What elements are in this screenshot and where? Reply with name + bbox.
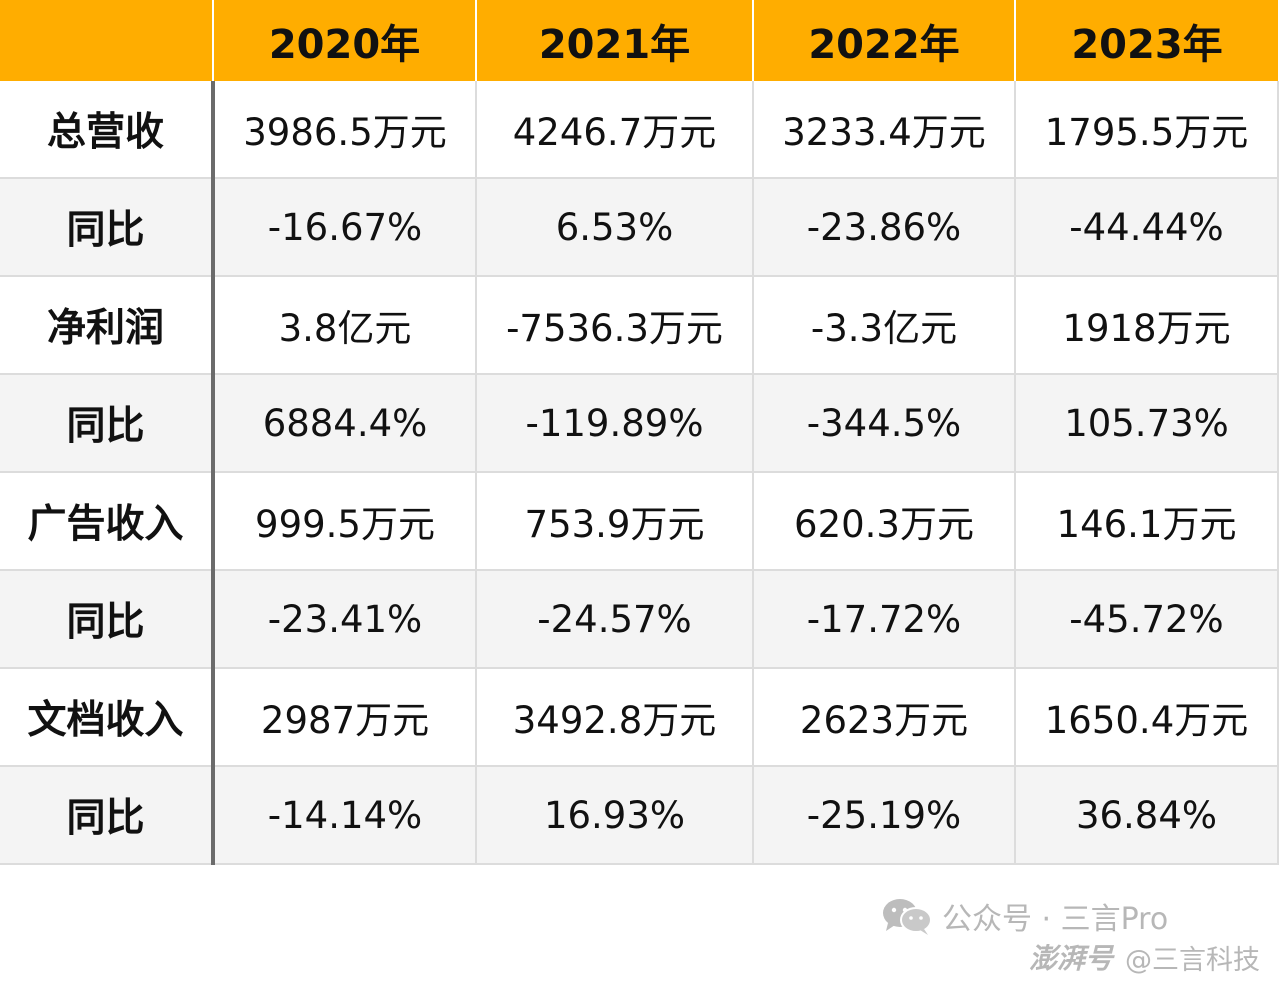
watermark-line-wechat: 公众号 · 三言Pro bbox=[880, 896, 1169, 937]
header-year-2021: 2021年 bbox=[476, 0, 754, 81]
table-cell: -119.89% bbox=[476, 374, 754, 473]
header-year-2020: 2020年 bbox=[213, 0, 477, 81]
financial-table-container: 2020年 2021年 2022年 2023年 总营收 3986.5万元 424… bbox=[0, 0, 1279, 865]
watermark-account-text: @三言科技 bbox=[1125, 944, 1260, 976]
table-row: 同比 -14.14% 16.93% -25.19% 36.84% bbox=[0, 766, 1279, 865]
table-row: 同比 -23.41% -24.57% -17.72% -45.72% bbox=[0, 570, 1279, 669]
financial-table: 2020年 2021年 2022年 2023年 总营收 3986.5万元 424… bbox=[0, 0, 1279, 865]
table-cell: 3.8亿元 bbox=[213, 276, 477, 375]
table-body: 总营收 3986.5万元 4246.7万元 3233.4万元 1795.5万元 … bbox=[0, 81, 1279, 865]
watermark-line-thepaper: 澎湃号 @三言科技 bbox=[1028, 940, 1260, 976]
table-cell: 6.53% bbox=[476, 178, 754, 277]
table-cell: -23.86% bbox=[753, 178, 1016, 277]
row-label-ad-revenue: 广告收入 bbox=[0, 472, 215, 571]
table-row: 同比 -16.67% 6.53% -23.86% -44.44% bbox=[0, 178, 1279, 277]
table-cell: 1795.5万元 bbox=[1015, 81, 1279, 179]
row-label-total-revenue: 总营收 bbox=[0, 81, 215, 179]
row-label-document-revenue: 文档收入 bbox=[0, 668, 215, 767]
table-cell: 36.84% bbox=[1015, 766, 1279, 865]
header-corner-cell bbox=[0, 0, 214, 81]
table-cell: 146.1万元 bbox=[1015, 472, 1279, 571]
table-cell: -16.67% bbox=[213, 178, 477, 277]
table-cell: -3.3亿元 bbox=[753, 276, 1016, 375]
row-label-yoy: 同比 bbox=[0, 570, 215, 669]
row-label-net-profit: 净利润 bbox=[0, 276, 215, 375]
row-label-yoy: 同比 bbox=[0, 178, 215, 277]
table-cell: 2623万元 bbox=[753, 668, 1016, 767]
table-row: 总营收 3986.5万元 4246.7万元 3233.4万元 1795.5万元 bbox=[0, 81, 1279, 179]
table-cell: -344.5% bbox=[753, 374, 1016, 473]
table-header: 2020年 2021年 2022年 2023年 bbox=[0, 0, 1278, 81]
table-cell: -25.19% bbox=[753, 766, 1016, 865]
table-cell: 3986.5万元 bbox=[213, 81, 477, 179]
table-row: 广告收入 999.5万元 753.9万元 620.3万元 146.1万元 bbox=[0, 472, 1279, 571]
row-label-yoy: 同比 bbox=[0, 766, 215, 865]
table-row: 文档收入 2987万元 3492.8万元 2623万元 1650.4万元 bbox=[0, 668, 1279, 767]
thepaper-logo: 澎湃号 bbox=[1028, 942, 1113, 975]
table-cell: 620.3万元 bbox=[753, 472, 1016, 571]
table-cell: 1650.4万元 bbox=[1015, 668, 1279, 767]
table-cell: 753.9万元 bbox=[476, 472, 754, 571]
table-cell: -23.41% bbox=[213, 570, 477, 669]
wechat-icon bbox=[880, 896, 934, 936]
table-row: 净利润 3.8亿元 -7536.3万元 -3.3亿元 1918万元 bbox=[0, 276, 1279, 375]
table-cell: -44.44% bbox=[1015, 178, 1279, 277]
table-cell: 16.93% bbox=[476, 766, 754, 865]
table-cell: 999.5万元 bbox=[213, 472, 477, 571]
table-cell: 3233.4万元 bbox=[753, 81, 1016, 179]
table-cell: -17.72% bbox=[753, 570, 1016, 669]
table-cell: -24.57% bbox=[476, 570, 754, 669]
table-cell: -14.14% bbox=[213, 766, 477, 865]
table-cell: 3492.8万元 bbox=[476, 668, 754, 767]
header-year-2023: 2023年 bbox=[1015, 0, 1278, 81]
table-cell: 2987万元 bbox=[213, 668, 477, 767]
table-cell: 105.73% bbox=[1015, 374, 1279, 473]
header-year-2022: 2022年 bbox=[753, 0, 1016, 81]
watermark: 公众号 · 三言Pro 澎湃号 @三言科技 bbox=[880, 896, 1260, 976]
table-cell: -45.72% bbox=[1015, 570, 1279, 669]
header-row: 2020年 2021年 2022年 2023年 bbox=[0, 0, 1278, 81]
table-cell: 6884.4% bbox=[213, 374, 477, 473]
table-cell: -7536.3万元 bbox=[476, 276, 754, 375]
table-cell: 4246.7万元 bbox=[476, 81, 754, 179]
table-cell: 1918万元 bbox=[1015, 276, 1279, 375]
table-row: 同比 6884.4% -119.89% -344.5% 105.73% bbox=[0, 374, 1279, 473]
watermark-wechat-text: 公众号 · 三言Pro bbox=[942, 902, 1169, 937]
row-label-yoy: 同比 bbox=[0, 374, 215, 473]
